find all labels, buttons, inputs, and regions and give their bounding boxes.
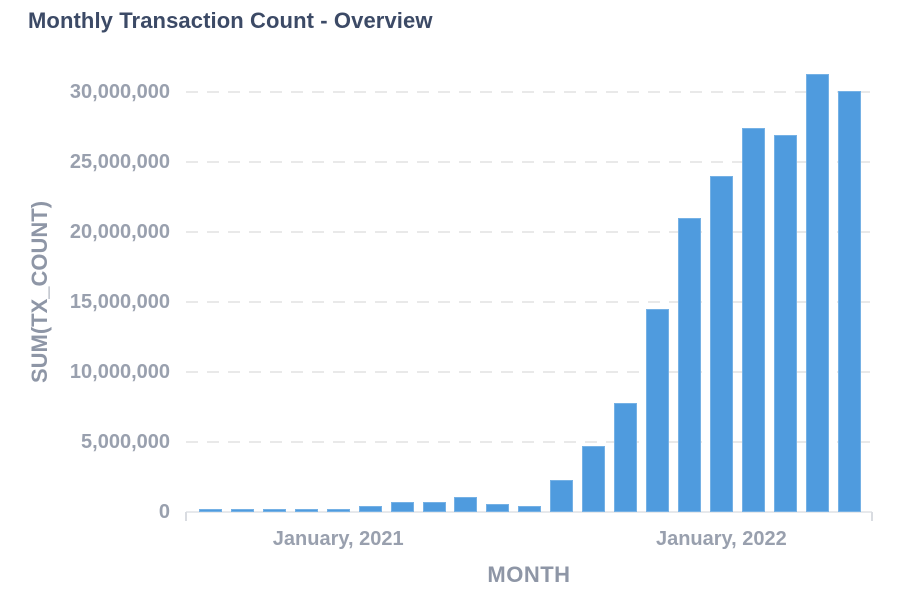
bar-march-2021[interactable] (390, 502, 414, 512)
bar-september-2020[interactable] (199, 509, 222, 512)
chart-title: Monthly Transaction Count - Overview (28, 8, 433, 33)
x-axis-title: MONTH (487, 562, 571, 587)
gridline (186, 231, 872, 233)
bar-august-2021[interactable] (550, 480, 574, 512)
bar-february-2021[interactable] (358, 506, 382, 512)
x-tick-label: January, 2022 (655, 528, 787, 550)
bar-december-2020[interactable] (294, 509, 318, 512)
y-tick-label: 10,000,000 (69, 361, 170, 383)
bar-november-2021[interactable] (646, 309, 670, 512)
bar-april-2022[interactable] (805, 74, 829, 512)
x-axis-line (186, 511, 872, 513)
y-axis-title: SUM(TX_COUNT) (27, 200, 52, 384)
bar-december-2021[interactable] (677, 218, 701, 512)
y-tick-label: 25,000,000 (69, 151, 170, 173)
bar-october-2021[interactable] (614, 403, 638, 512)
axis-tick (185, 512, 187, 521)
x-tick-label: January, 2021 (272, 528, 404, 550)
bar-october-2020[interactable] (230, 509, 254, 512)
bar-june-2021[interactable] (486, 504, 510, 512)
bar-may-2021[interactable] (454, 497, 478, 512)
gridline (186, 441, 872, 443)
bar-april-2021[interactable] (422, 502, 446, 512)
y-tick-label: 0 (158, 501, 170, 523)
gridline (186, 91, 872, 93)
bar-september-2021[interactable] (582, 446, 606, 512)
gridline (186, 371, 872, 373)
gridline (186, 161, 872, 163)
y-tick-label: 15,000,000 (69, 291, 170, 313)
y-tick-label: 20,000,000 (69, 221, 170, 243)
bar-july-2021[interactable] (518, 506, 542, 512)
axis-tick (871, 512, 873, 521)
bar-february-2022[interactable] (741, 128, 765, 512)
bar-january-2022[interactable] (709, 176, 733, 512)
bar-january-2021[interactable] (326, 509, 350, 512)
y-tick-label: 5,000,000 (81, 431, 170, 453)
bar-may-2022[interactable] (837, 91, 861, 512)
bar-november-2020[interactable] (262, 509, 286, 512)
gridline (186, 301, 872, 303)
bar-march-2022[interactable] (773, 135, 797, 512)
y-tick-label: 30,000,000 (69, 81, 170, 103)
